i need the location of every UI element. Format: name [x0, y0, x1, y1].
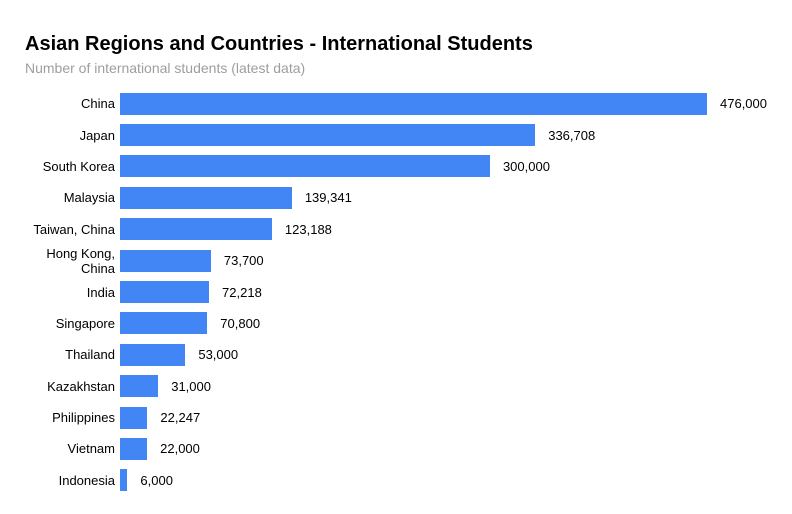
bar[interactable]: [120, 92, 707, 115]
bar-track: 476,000: [120, 88, 767, 119]
bar[interactable]: [120, 249, 211, 272]
bar[interactable]: [120, 186, 292, 209]
bar-track: 6,000: [120, 465, 767, 496]
chart-subtitle: Number of international students (latest…: [25, 60, 306, 76]
chart-row: Hong Kong, China 73,700: [25, 245, 767, 276]
chart-row: Kazakhstan 31,000: [25, 371, 767, 402]
category-label: China: [81, 96, 115, 112]
category-label: Thailand: [65, 347, 115, 363]
category-label: Vietnam: [67, 441, 115, 457]
chart-row: Malaysia 139,341: [25, 182, 767, 213]
chart-title: Asian Regions and Countries - Internatio…: [25, 33, 533, 55]
chart-row: Japan 336,708: [25, 119, 767, 150]
bar-track: 22,000: [120, 433, 767, 464]
chart-row: Indonesia 6,000: [25, 465, 767, 496]
chart-row: China 476,000: [25, 88, 767, 119]
category-label: Kazakhstan: [47, 378, 115, 394]
bar-track: 31,000: [120, 371, 767, 402]
value-label: 72,218: [222, 284, 262, 300]
value-label: 53,000: [198, 347, 239, 363]
bar-track: 139,341: [120, 182, 767, 213]
bar[interactable]: [120, 343, 186, 366]
chart-row: India 72,218: [25, 276, 767, 307]
chart-row: Taiwan, China 123,188: [25, 214, 767, 245]
value-label: 70,800: [220, 315, 261, 331]
bar-track: 22,247: [120, 402, 767, 433]
chart-row: South Korea 300,000: [25, 151, 767, 182]
bar-track: 53,000: [120, 339, 767, 370]
bar-track: 70,800: [120, 308, 767, 339]
bar[interactable]: [120, 124, 536, 147]
bar[interactable]: [120, 375, 159, 398]
chart-row: Thailand 53,000: [25, 339, 767, 370]
bar-track: 336,708: [120, 119, 767, 150]
bar[interactable]: [120, 406, 148, 429]
bar-track: 73,700: [120, 245, 767, 276]
category-label: Hong Kong, China: [46, 245, 115, 276]
bar-track: 123,188: [120, 214, 767, 245]
value-label: 22,000: [160, 441, 200, 457]
value-label: 476,000: [720, 96, 767, 112]
bar-track: 300,000: [120, 151, 767, 182]
category-label: India: [86, 284, 115, 300]
bar[interactable]: [120, 155, 490, 178]
bar[interactable]: [120, 469, 128, 492]
category-label: Japan: [79, 127, 115, 143]
chart-row: Singapore 70,800: [25, 308, 767, 339]
category-label: Taiwan, China: [33, 221, 115, 237]
category-label: Indonesia: [58, 472, 115, 488]
bar[interactable]: [120, 281, 210, 304]
bar[interactable]: [120, 437, 148, 460]
bar-track: 72,218: [120, 276, 767, 307]
bar[interactable]: [120, 218, 272, 241]
value-label: 123,188: [284, 221, 332, 237]
value-label: 300,000: [502, 158, 550, 174]
value-label: 73,700: [223, 253, 264, 269]
value-label: 6,000: [140, 472, 173, 488]
category-label: Singapore: [55, 315, 115, 331]
bar-chart: China 476,000 Japan 336,708 South Korea 300,0…: [25, 88, 767, 496]
bar[interactable]: [120, 312, 208, 335]
category-label: Malaysia: [63, 190, 115, 206]
category-label: Philippines: [52, 410, 115, 426]
chart-row: Vietnam 22,000: [25, 433, 767, 464]
category-label: South Korea: [42, 158, 115, 174]
chart-row: Philippines 22,247: [25, 402, 767, 433]
value-label: 336,708: [548, 127, 596, 143]
value-label: 22,247: [160, 410, 201, 426]
value-label: 139,341: [304, 190, 352, 206]
value-label: 31,000: [171, 378, 211, 394]
